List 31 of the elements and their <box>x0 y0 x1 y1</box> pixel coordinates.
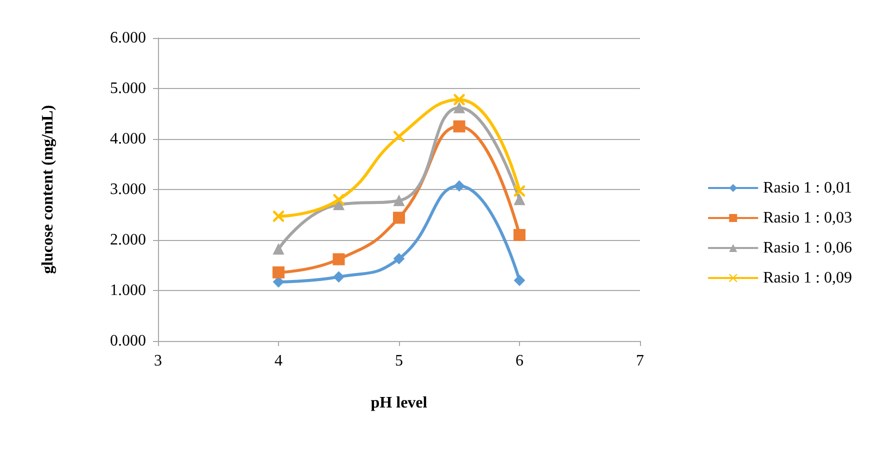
point <box>393 212 405 224</box>
point <box>454 102 465 114</box>
point <box>272 266 284 278</box>
point <box>514 228 526 241</box>
legend-label: Rasio 1 : 0,03 <box>763 210 852 226</box>
point <box>394 195 404 206</box>
point <box>332 253 345 266</box>
y-tick-label: 6.000 <box>110 30 146 46</box>
point <box>333 271 344 282</box>
point <box>453 120 466 132</box>
y-axis-title: glucose content (mg/mL) <box>40 105 56 274</box>
x-tick-label: 4 <box>274 352 282 370</box>
x-tick-label: 3 <box>154 352 162 370</box>
legend-label: Rasio 1 : 0,09 <box>763 270 852 286</box>
point <box>394 253 404 264</box>
x-tick-label: 6 <box>516 352 524 370</box>
y-tick-label: 3.000 <box>110 181 146 198</box>
x-tick-label: 7 <box>636 352 644 370</box>
y-tick-label: 0.000 <box>110 332 146 350</box>
point <box>514 194 525 206</box>
point <box>454 180 465 192</box>
x-axis-title: pH level <box>370 394 428 412</box>
y-tick-label: 4.000 <box>110 130 146 148</box>
point <box>514 274 525 286</box>
legend-label: Rasio 1 : 0,06 <box>763 240 852 256</box>
y-tick-label: 1.000 <box>110 282 146 299</box>
x-tick-label: 5 <box>395 352 403 370</box>
y-tick-label: 5.000 <box>110 80 146 97</box>
point <box>273 244 284 255</box>
y-tick-label: 2.000 <box>110 232 146 248</box>
legend-label: Rasio 1 : 0,01 <box>763 180 852 196</box>
